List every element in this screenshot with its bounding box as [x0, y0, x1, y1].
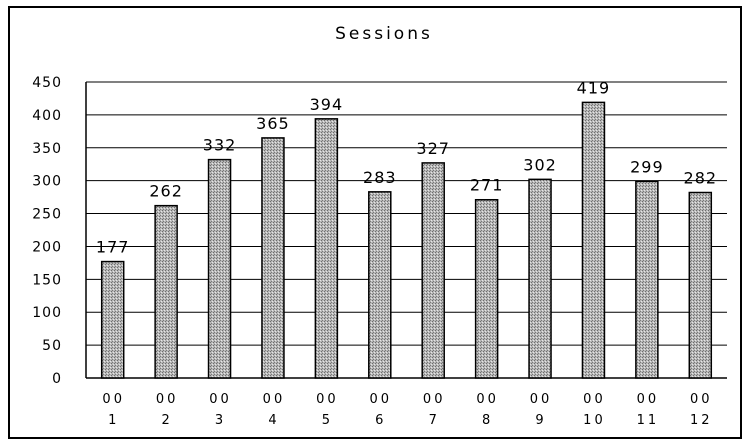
data-label: 282: [684, 169, 718, 188]
bars: [100, 101, 713, 379]
bar: [261, 137, 285, 379]
x-tick-label: 00: [370, 392, 393, 407]
data-label: 327: [416, 139, 450, 158]
data-label: 299: [630, 157, 664, 176]
data-label: 365: [256, 114, 290, 133]
bar: [100, 260, 125, 379]
bar: [635, 180, 659, 379]
bar: [688, 191, 713, 379]
x-tick-label: 00: [690, 392, 713, 407]
y-tick-label: 300: [32, 174, 62, 190]
x-tick-label: 10: [583, 413, 606, 428]
y-tick-label: 400: [32, 108, 62, 124]
x-tick-label: 8: [482, 413, 493, 428]
y-tick-label: 0: [52, 371, 62, 387]
data-label: 332: [203, 136, 237, 155]
data-label: 262: [149, 182, 183, 201]
data-labels: 177 262 332 365 394 283 327 271 302 419 299 282: [96, 78, 718, 257]
x-tick-label: 12: [690, 413, 713, 428]
bar: [207, 158, 232, 379]
y-tick-label: 350: [32, 141, 62, 157]
y-axis-ticks: 0 50 100 150 200 250 300 350 400 450: [32, 75, 62, 387]
gridlines: [85, 81, 727, 379]
data-label: 283: [363, 168, 397, 187]
chart-title: Sessions: [335, 24, 433, 44]
bar: [154, 204, 178, 379]
x-tick-label: 3: [215, 413, 226, 428]
bar: [368, 191, 392, 379]
y-tick-label: 450: [32, 75, 62, 91]
bar: [421, 162, 445, 379]
bar: [528, 178, 552, 379]
x-tick-label: 00: [476, 392, 499, 407]
x-tick-label: 00: [530, 392, 553, 407]
y-tick-label: 100: [32, 305, 62, 321]
x-tick-label: 5: [322, 413, 333, 428]
data-label: 419: [577, 78, 611, 97]
x-tick-label: 2: [161, 413, 172, 428]
x-tick-label: 7: [429, 413, 440, 428]
x-tick-label: 00: [637, 392, 660, 407]
x-tick-label: 00: [583, 392, 606, 407]
y-tick-label: 250: [32, 207, 62, 223]
x-axis-ticks: 00 1 00 2 00 3 00 4 00 5 00 6 00 7 00 8 00 9 00 10 00 11 00 12: [102, 392, 713, 428]
y-tick-label: 200: [32, 239, 62, 255]
data-label: 394: [310, 95, 344, 114]
x-tick-label: 00: [209, 392, 232, 407]
x-tick-label: 4: [268, 413, 279, 428]
x-tick-label: 9: [535, 413, 546, 428]
bar: [581, 101, 606, 379]
x-tick-label: 11: [637, 413, 660, 428]
x-tick-label: 1: [108, 413, 119, 428]
x-tick-label: 00: [156, 392, 179, 407]
data-label: 271: [470, 176, 504, 195]
y-tick-label: 150: [32, 272, 62, 288]
x-tick-label: 00: [263, 392, 286, 407]
x-tick-label: 00: [102, 392, 125, 407]
data-label: 302: [523, 155, 557, 174]
bar: [314, 118, 339, 379]
x-tick-label: 6: [375, 413, 386, 428]
y-tick-label: 50: [42, 338, 62, 354]
x-tick-label: 00: [316, 392, 339, 407]
data-label: 177: [96, 238, 130, 257]
x-tick-label: 00: [423, 392, 446, 407]
bar: [474, 198, 499, 379]
